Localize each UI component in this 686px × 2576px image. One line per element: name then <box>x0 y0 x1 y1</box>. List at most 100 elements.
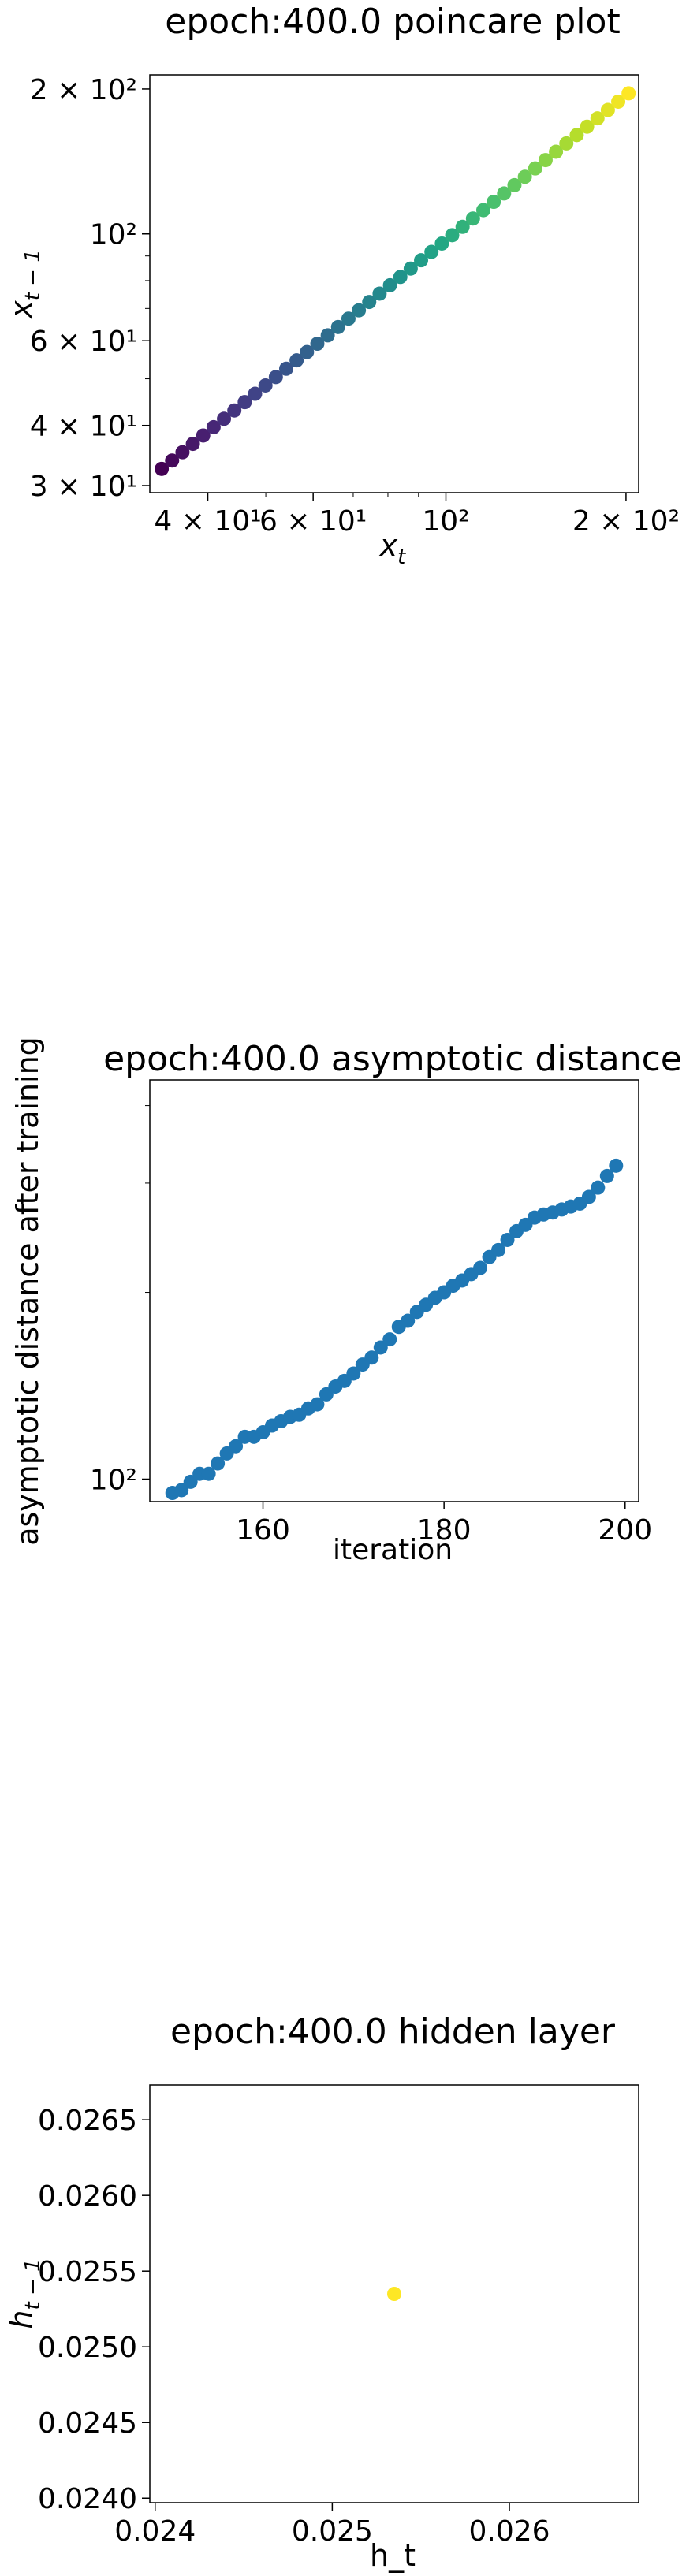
svg-text:xt: xt <box>379 528 407 569</box>
poincare-point <box>362 295 377 310</box>
asymptotic-distance-x-ticks: 160 180 200 <box>236 1502 652 1547</box>
poincare-point <box>155 461 170 476</box>
poincare-point <box>465 211 480 226</box>
poincare-point <box>175 445 190 460</box>
poincare-plot-y-label: xt − 1 <box>4 249 45 319</box>
hidden-layer-points <box>387 2287 401 2301</box>
y-tick-label: 0.0265 <box>38 2105 137 2137</box>
poincare-point <box>227 403 242 418</box>
poincare-point <box>320 328 335 343</box>
asymptotic-distance-point <box>211 1456 226 1471</box>
poincare-point <box>569 128 584 143</box>
poincare-plot-x-label: xt <box>379 528 407 569</box>
poincare-point <box>268 370 283 385</box>
x-tick-label: 6 × 10¹ <box>259 505 367 538</box>
y-tick-label: 2 × 10² <box>30 74 137 106</box>
asymptotic-distance-point <box>473 1260 488 1275</box>
poincare-point <box>393 270 408 285</box>
poincare-point <box>590 111 605 126</box>
y-tick-label: 0.0260 <box>38 2180 137 2213</box>
poincare-point <box>414 253 429 268</box>
x-tick-label: 0.024 <box>114 2515 196 2548</box>
poincare-point <box>538 153 553 168</box>
y-tick-label: 3 × 10¹ <box>30 471 137 503</box>
x-tick-label: 0.026 <box>468 2515 550 2548</box>
hidden-layer-x-ticks: 0.024 0.025 0.026 <box>114 2503 550 2548</box>
asymptotic-distance-point <box>201 1466 216 1481</box>
asymptotic-distance-point <box>174 1483 189 1498</box>
poincare-point <box>424 244 439 259</box>
asymptotic-distance-point <box>599 1168 614 1183</box>
poincare-plot-title: epoch:400.0 poincare plot <box>165 2 620 42</box>
hidden-layer-point <box>387 2287 401 2301</box>
poincare-point <box>559 136 574 151</box>
x-tick-label: 200 <box>598 1514 652 1547</box>
asymptotic-distance-points <box>165 1158 624 1501</box>
asymptotic-distance-point <box>609 1158 624 1173</box>
asymptotic-distance-point <box>229 1439 244 1454</box>
asymptotic-distance-point <box>373 1340 388 1355</box>
y-tick-label: 0.0250 <box>38 2332 137 2364</box>
svg-text:ht − 1: ht − 1 <box>4 2258 45 2328</box>
asymptotic-distance-point <box>591 1180 606 1195</box>
poincare-point <box>517 169 532 184</box>
y-tick-label: 6 × 10¹ <box>30 326 137 358</box>
poincare-point <box>352 303 367 318</box>
asymptotic-distance-y-label-group: asymptotic distance after training <box>10 1037 45 1546</box>
poincare-point <box>165 453 180 468</box>
asymptotic-distance-point <box>364 1350 379 1365</box>
x-tick-label: 4 × 10¹ <box>154 505 261 538</box>
poincare-point <box>258 378 273 393</box>
y-tick-label: 4 × 10¹ <box>30 411 137 443</box>
poincare-point <box>403 261 418 276</box>
poincare-point <box>310 337 325 352</box>
poincare-plot-y-ticks: 3 × 10¹ 4 × 10¹ 6 × 10¹ 10² 2 × 10² <box>30 74 150 503</box>
hidden-layer-chart: epoch:400.0 hidden layer 0.024 0.025 0.026… <box>4 2012 639 2573</box>
poincare-point <box>330 319 345 334</box>
poincare-point <box>600 102 615 117</box>
hidden-layer-y-label: ht − 1 <box>4 2258 45 2328</box>
poincare-point <box>507 177 522 192</box>
poincare-point <box>549 144 564 159</box>
asymptotic-distance-x-label: iteration <box>333 1534 453 1566</box>
poincare-point <box>341 311 356 326</box>
asymptotic-distance-point <box>401 1313 416 1328</box>
poincare-point <box>300 344 315 359</box>
y-tick-label: 0.0245 <box>38 2407 137 2440</box>
poincare-point <box>580 119 595 134</box>
poincare-point <box>382 277 397 292</box>
poincare-point <box>455 219 470 234</box>
poincare-point <box>611 94 626 109</box>
asymptotic-distance-point <box>382 1332 397 1347</box>
poincare-point <box>196 428 211 443</box>
asymptotic-distance-y-ticks: 10² <box>90 1105 150 1496</box>
poincare-point <box>475 203 490 218</box>
poincare-point <box>289 353 304 368</box>
poincare-plot-points <box>155 86 636 476</box>
asymptotic-distance-axes-frame <box>149 1079 639 1502</box>
asymptotic-distance-point <box>346 1366 361 1381</box>
poincare-point <box>497 186 512 201</box>
y-tick-label: 0.0255 <box>38 2256 137 2288</box>
poincare-point <box>372 286 387 301</box>
asymptotic-distance-point <box>310 1397 325 1412</box>
asymptotic-distance-point <box>183 1474 198 1489</box>
svg-text:xt − 1: xt − 1 <box>4 249 45 319</box>
asymptotic-distance-point <box>500 1232 515 1247</box>
poincare-point <box>487 195 501 210</box>
poincare-point <box>206 419 221 434</box>
asymptotic-distance-y-label: asymptotic distance after training <box>10 1037 45 1546</box>
x-tick-label: 180 <box>417 1514 472 1547</box>
x-tick-label: 2 × 10² <box>572 505 680 538</box>
asymptotic-distance-point <box>491 1242 506 1257</box>
hidden-layer-x-label: h_t <box>370 2538 416 2573</box>
y-tick-label: 10² <box>90 1464 137 1496</box>
poincare-point <box>434 236 449 251</box>
asymptotic-distance-point <box>581 1189 596 1204</box>
poincare-point <box>278 361 293 376</box>
x-tick-label: 160 <box>236 1514 290 1547</box>
poincare-plot-axes-frame <box>149 74 639 493</box>
